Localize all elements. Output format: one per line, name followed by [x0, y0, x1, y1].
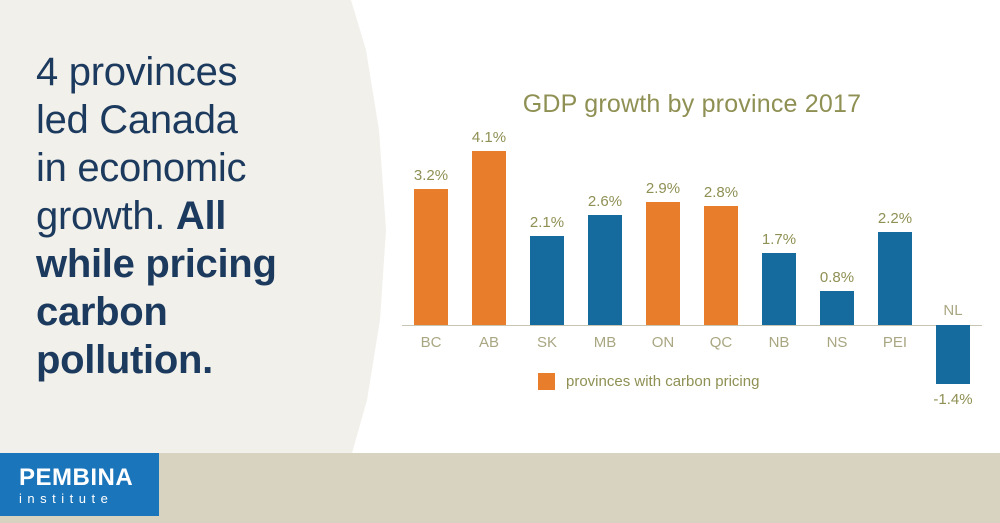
category-label-sk: SK	[536, 334, 557, 351]
category-label-pei: PEI	[882, 334, 908, 351]
chart-title: GDP growth by province 2017	[522, 90, 862, 118]
bar-column-sk: 2.1% SK	[518, 0, 576, 453]
category-label-nl: NL	[943, 302, 963, 319]
chart-plot: 3.2% BC 4.1% AB 2.1% SK 2.6% MB 2.9% ON 2.8% QC 1.7%…	[402, 0, 982, 453]
bar-column-nl: -1.4% NL	[924, 0, 982, 453]
bar-ns	[820, 291, 854, 325]
logo-subtitle: institute	[19, 491, 114, 506]
bar-column-bc: 3.2% BC	[402, 0, 460, 453]
bar-column-ns: 0.8% NS	[808, 0, 866, 453]
category-label-ns: NS	[826, 334, 848, 351]
value-label-sk: 2.1%	[529, 213, 565, 231]
bar-bc	[414, 189, 448, 325]
left-panel	[0, 0, 386, 453]
value-label-ns: 0.8%	[819, 269, 855, 287]
x-axis-line	[402, 325, 982, 326]
category-label-on: ON	[651, 334, 675, 351]
bar-column-mb: 2.6% MB	[576, 0, 634, 453]
value-label-qc: 2.8%	[703, 184, 739, 202]
category-label-ab: AB	[478, 334, 499, 351]
value-label-nb: 1.7%	[761, 230, 797, 248]
category-label-bc: BC	[420, 334, 442, 351]
bar-column-on: 2.9% ON	[634, 0, 692, 453]
category-label-mb: MB	[593, 334, 617, 351]
category-label-qc: QC	[709, 334, 733, 351]
bar-pei	[878, 231, 912, 325]
bar-nb	[762, 252, 796, 325]
bar-sk	[530, 235, 564, 325]
bar-ab	[472, 151, 506, 325]
value-label-on: 2.9%	[645, 180, 681, 198]
category-label-nb: NB	[768, 334, 790, 351]
bar-column-pei: 2.2% PEI	[866, 0, 924, 453]
value-label-bc: 3.2%	[413, 167, 449, 185]
value-label-nl: -1.4%	[933, 391, 973, 409]
value-label-pei: 2.2%	[877, 209, 913, 227]
value-label-mb: 2.6%	[587, 192, 623, 210]
pembina-logo: PEMBINA institute	[0, 453, 159, 516]
bar-mb	[588, 214, 622, 325]
bar-column-qc: 2.8% QC	[692, 0, 750, 453]
headline-regular: 4 provinces led Canada in economic growt…	[36, 50, 247, 238]
bar-column-ab: 4.1% AB	[460, 0, 518, 453]
headline-bold: All while pricing carbon pollution.	[36, 194, 277, 382]
legend-swatch-carbon-pricing	[538, 373, 555, 390]
bar-column-nb: 1.7% NB	[750, 0, 808, 453]
legend-label: provinces with carbon pricing	[566, 373, 760, 390]
value-label-ab: 4.1%	[471, 129, 507, 147]
bottom-band	[0, 453, 1000, 523]
chart-legend: provinces with carbon pricing	[538, 373, 759, 390]
bar-qc	[704, 206, 738, 325]
bar-on	[646, 202, 680, 325]
headline: 4 provinces led Canada in economic growt…	[36, 48, 336, 384]
bar-nl	[936, 325, 970, 385]
logo-name: PEMBINA	[19, 464, 134, 491]
